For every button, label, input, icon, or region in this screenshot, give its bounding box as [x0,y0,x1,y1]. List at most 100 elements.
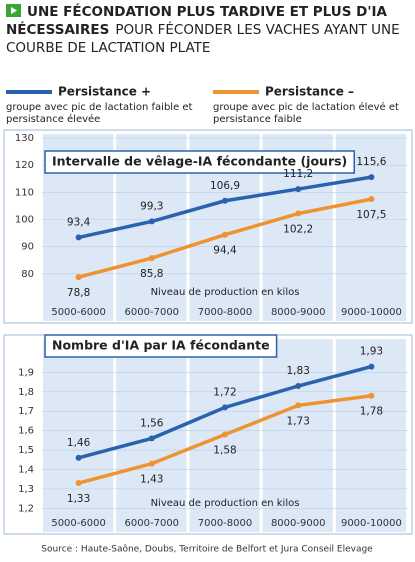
column-band [262,339,333,517]
point [368,392,375,399]
category-cell [262,303,333,321]
point [295,210,302,217]
x-axis-label: Niveau de production en kilos [151,287,300,298]
y-tick-label: 1,6 [18,426,34,437]
category-cell [43,303,114,321]
point [295,402,302,409]
value-label: 106,9 [210,180,240,192]
value-label: 94,4 [213,245,237,257]
x-tick-label: 7000-8000 [198,307,253,318]
value-label: 1,78 [360,406,383,418]
y-tick-label: 1,9 [18,367,34,378]
x-axis-label: Niveau de production en kilos [151,498,300,509]
title-icon-arrow [11,7,17,14]
value-label: 1,43 [140,474,163,486]
y-tick-label: 90 [21,242,34,253]
value-label: 1,93 [360,346,383,358]
value-label: 1,73 [287,415,310,427]
legend-name: Persistance + [58,85,151,99]
point [222,404,228,411]
text-line: groupe avec pic de lactation élevé et [213,101,399,113]
category-cell [43,514,114,532]
point [148,460,155,467]
title-bold: UNE FÉCONDATION PLUS TARDIVE ET PLUS D'I… [6,3,388,38]
point [75,454,82,461]
value-label: 1,56 [140,417,164,429]
column-band [189,339,260,517]
value-label: 93,4 [67,216,91,228]
chart-title-box [44,150,356,174]
value-label: 85,8 [140,268,163,280]
text-line: POUR FÉCONDER LES VACHES AYANT UNE [115,21,399,38]
x-tick-label: 6000-7000 [125,307,180,318]
text-line: persistance élevée [6,113,100,125]
point [222,231,228,238]
x-tick-label: 9000-10000 [341,307,402,318]
value-label: 1,33 [67,493,90,505]
x-tick-label: 7000-8000 [198,518,253,529]
column-band [43,339,114,517]
point [75,274,82,281]
point [75,480,82,487]
y-tick-label: 1,5 [18,445,34,456]
category-cell [335,514,406,532]
text-line: NÉCESSAIRES [6,21,109,38]
point [75,234,82,241]
category-cell [116,514,187,532]
point [368,363,375,370]
point [368,174,375,181]
text-line: persistance faible [213,114,302,125]
x-tick-label: 8000-9000 [271,518,326,529]
point [295,186,302,193]
value-label: 115,6 [356,156,386,168]
x-tick-label: 8000-9000 [271,307,326,318]
value-label: 1,83 [287,365,310,377]
category-cell [116,303,187,321]
x-tick-label: 5000-6000 [51,307,106,318]
chart-title-box [44,334,278,358]
value-label: 1,72 [213,386,236,398]
text-line: groupe avec pic de lactation faible et [6,102,193,113]
category-cell [189,514,260,532]
value-label: 107,5 [356,209,386,221]
x-tick-label: 5000-6000 [51,518,106,529]
title-rest: POUR FÉCONDER LES VACHES AYANT UNE COURBE… [6,21,400,56]
category-cell [262,514,333,532]
y-tick-label: 100 [15,215,34,226]
legend-desc: groupe avec pic de lactation élevé et per… [213,101,399,125]
point [295,383,302,389]
y-tick-label: 120 [15,160,34,171]
legend-name: Persistance – [265,85,354,99]
chart-title: Intervalle de vêlage-IA fécondante (jour… [52,154,347,169]
x-tick-label: 6000-7000 [125,518,180,529]
y-tick-label: 110 [15,187,34,198]
y-tick-label: 1,2 [18,503,34,514]
legend-desc: groupe avec pic de lactation faible et pe… [6,102,193,125]
value-label: 78,8 [67,287,90,299]
point [222,431,228,438]
point [148,435,155,442]
category-cell [189,303,260,321]
value-label: 99,3 [140,200,163,212]
point [148,218,155,225]
chart-title: Nombre d'IA par IA fécondante [52,338,270,353]
text-line: COURBE DE LACTATION PLATE [6,40,210,56]
source: Source : Haute-Saône, Doubs, Territoire … [41,544,373,555]
value-label: 1,46 [67,437,91,449]
y-tick-label: 1,8 [18,387,34,398]
point [148,255,155,262]
y-tick-label: 1,4 [18,464,34,475]
value-label: 102,2 [283,224,313,236]
point [368,196,375,203]
value-label: 1,58 [213,445,236,457]
y-tick-label: 130 [15,133,34,144]
point [222,197,228,204]
y-tick-label: 80 [21,269,34,280]
category-cell [335,303,406,321]
text-line: UNE FÉCONDATION PLUS TARDIVE ET PLUS D'I… [27,3,388,20]
y-tick-label: 1,7 [18,406,34,417]
value-label: 111,2 [283,168,313,180]
x-tick-label: 9000-10000 [341,518,402,529]
y-tick-label: 1,3 [18,484,34,495]
